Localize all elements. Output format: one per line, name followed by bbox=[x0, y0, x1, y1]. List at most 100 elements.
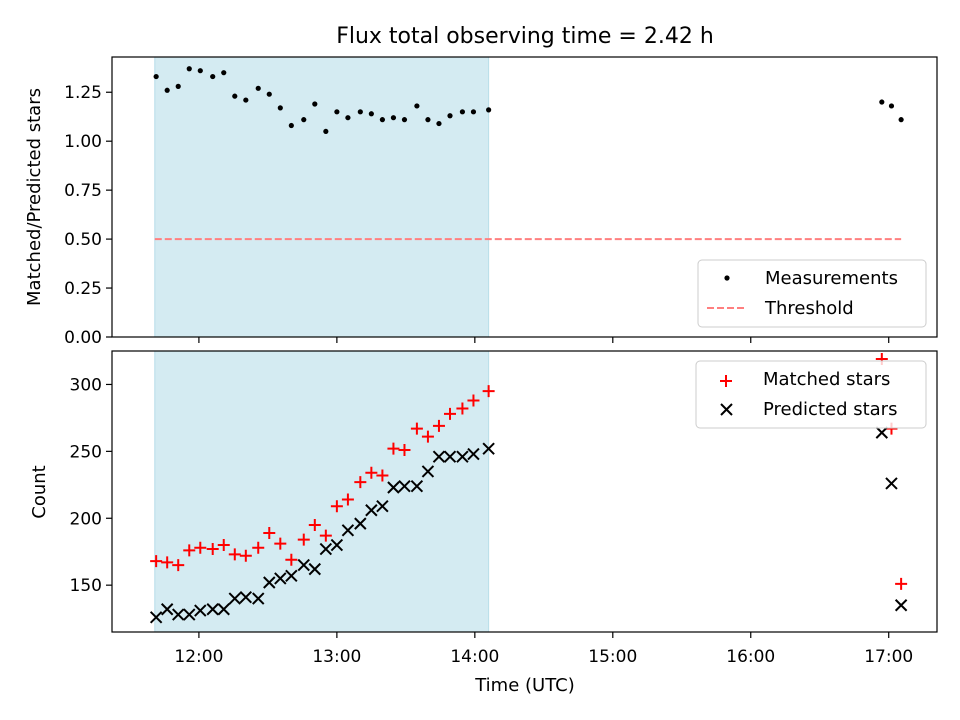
measurement-point bbox=[175, 83, 181, 89]
predicted-star-point bbox=[183, 608, 196, 621]
predicted-star-point bbox=[297, 558, 310, 572]
measurement-point bbox=[153, 73, 159, 80]
matched-star-point bbox=[387, 442, 400, 455]
measurement-point bbox=[459, 109, 466, 115]
measurement-point bbox=[345, 115, 351, 121]
bottom-legend-box bbox=[695, 360, 927, 429]
matched-star-point bbox=[330, 500, 343, 513]
measurement-point bbox=[470, 109, 477, 115]
measurement-point bbox=[486, 107, 492, 113]
predicted-star-point bbox=[194, 604, 207, 617]
top-x-ticks bbox=[198, 337, 890, 343]
predicted-star-point bbox=[410, 479, 424, 493]
matched-star-point bbox=[308, 518, 321, 531]
measurement-point bbox=[232, 93, 238, 99]
matched-star-point bbox=[263, 526, 276, 539]
predicted-star-point bbox=[432, 450, 446, 463]
matched-star-point bbox=[467, 394, 480, 407]
x-tick-label: 12:00 bbox=[174, 647, 223, 667]
predicted-star-point bbox=[263, 576, 276, 589]
matched-star-point bbox=[274, 537, 287, 550]
bottom-y-tick-label: 300 bbox=[70, 375, 102, 395]
matched-star-point bbox=[194, 541, 207, 554]
matched-star-point bbox=[354, 476, 367, 489]
measurement-point bbox=[288, 122, 294, 129]
measurement-point bbox=[186, 66, 192, 72]
top-y-axis-label: Matched/Predicted stars bbox=[24, 88, 45, 306]
measurement-point bbox=[401, 117, 408, 123]
matched-star-point bbox=[239, 549, 252, 562]
measurement-point bbox=[379, 117, 386, 123]
predicted-star-point bbox=[341, 524, 355, 537]
predicted-star-point bbox=[482, 442, 495, 455]
top-y-ticks: 0.00 0.25 0.50 0.75 1.00 1.25 bbox=[64, 83, 112, 348]
predicted-star-point bbox=[274, 572, 287, 585]
matched-star-point bbox=[456, 402, 469, 415]
matched-star-point bbox=[432, 419, 445, 432]
predicted-star-point bbox=[239, 591, 253, 604]
predicted-star-point bbox=[421, 465, 435, 478]
matched-star-point bbox=[161, 556, 174, 569]
matched-star-point bbox=[398, 444, 411, 457]
predicted-star-point bbox=[894, 599, 908, 612]
predicted-star-point bbox=[885, 477, 898, 490]
top-y-tick-label: 0.75 bbox=[64, 181, 102, 201]
x-axis-label: Time (UTC) bbox=[474, 675, 575, 696]
matched-star-point bbox=[150, 555, 163, 568]
top-observing-span bbox=[154, 56, 490, 338]
matched-star-point bbox=[228, 548, 241, 561]
measurement-point bbox=[334, 109, 340, 115]
predicted-star-point bbox=[443, 450, 457, 463]
legend-predicted-marker bbox=[720, 403, 733, 416]
predicted-star-point bbox=[308, 562, 322, 576]
x-tick-label: 17:00 bbox=[864, 647, 913, 667]
predicted-star-point bbox=[206, 603, 219, 616]
measurement-point bbox=[197, 68, 203, 74]
predicted-star-point bbox=[160, 603, 174, 616]
legend-measurements-label: Measurements bbox=[765, 268, 898, 289]
legend-predicted-label: Predicted stars bbox=[763, 399, 897, 420]
bottom-plot-area bbox=[149, 350, 908, 633]
predicted-star-point bbox=[456, 450, 469, 463]
predicted-star-point bbox=[376, 500, 389, 513]
predicted-star-point bbox=[285, 569, 298, 583]
measurement-point bbox=[898, 117, 904, 123]
measurement-point bbox=[425, 117, 431, 123]
bottom-y-tick-label: 200 bbox=[70, 509, 102, 529]
chart-title: Flux total observing time = 2.42 h bbox=[336, 24, 714, 49]
measurement-point bbox=[414, 103, 420, 109]
top-panel-frame bbox=[111, 56, 938, 338]
measurement-point bbox=[243, 97, 249, 103]
predicted-star-point bbox=[252, 592, 265, 605]
matched-star-point bbox=[410, 422, 423, 435]
x-tick-label: 14:00 bbox=[450, 647, 499, 667]
matched-star-point bbox=[172, 559, 185, 572]
top-y-tick-label: 0.00 bbox=[64, 328, 102, 348]
measurement-point bbox=[255, 85, 261, 91]
measurement-point bbox=[436, 120, 442, 127]
predicted-star-point bbox=[319, 542, 333, 556]
predicted-star-point bbox=[354, 517, 367, 530]
x-tick-label: 16:00 bbox=[726, 647, 775, 667]
predicted-star-point bbox=[365, 504, 378, 517]
x-tick-label: 15:00 bbox=[588, 647, 637, 667]
legend-threshold-label: Threshold bbox=[764, 298, 854, 319]
legend-matched-label: Matched stars bbox=[763, 369, 890, 390]
matched-star-point bbox=[285, 553, 298, 566]
legend-matched-marker bbox=[720, 375, 732, 387]
x-tick-label: 13:00 bbox=[312, 647, 361, 667]
predicted-star-point bbox=[172, 608, 185, 621]
matched-star-point bbox=[319, 529, 332, 542]
matched-star-point bbox=[421, 430, 434, 443]
matched-star-point bbox=[895, 577, 908, 590]
matched-star-point bbox=[217, 539, 230, 552]
bottom-y-tick-label: 250 bbox=[70, 442, 102, 462]
predicted-star-point bbox=[398, 479, 411, 493]
measurement-point bbox=[164, 87, 170, 93]
measurement-point bbox=[357, 109, 363, 115]
predicted-star-point bbox=[228, 592, 241, 605]
matched-star-point bbox=[365, 466, 378, 479]
bottom-legend: Matched stars Predicted stars bbox=[695, 360, 927, 429]
predicted-star-point bbox=[387, 481, 400, 494]
measurement-point bbox=[210, 73, 216, 80]
